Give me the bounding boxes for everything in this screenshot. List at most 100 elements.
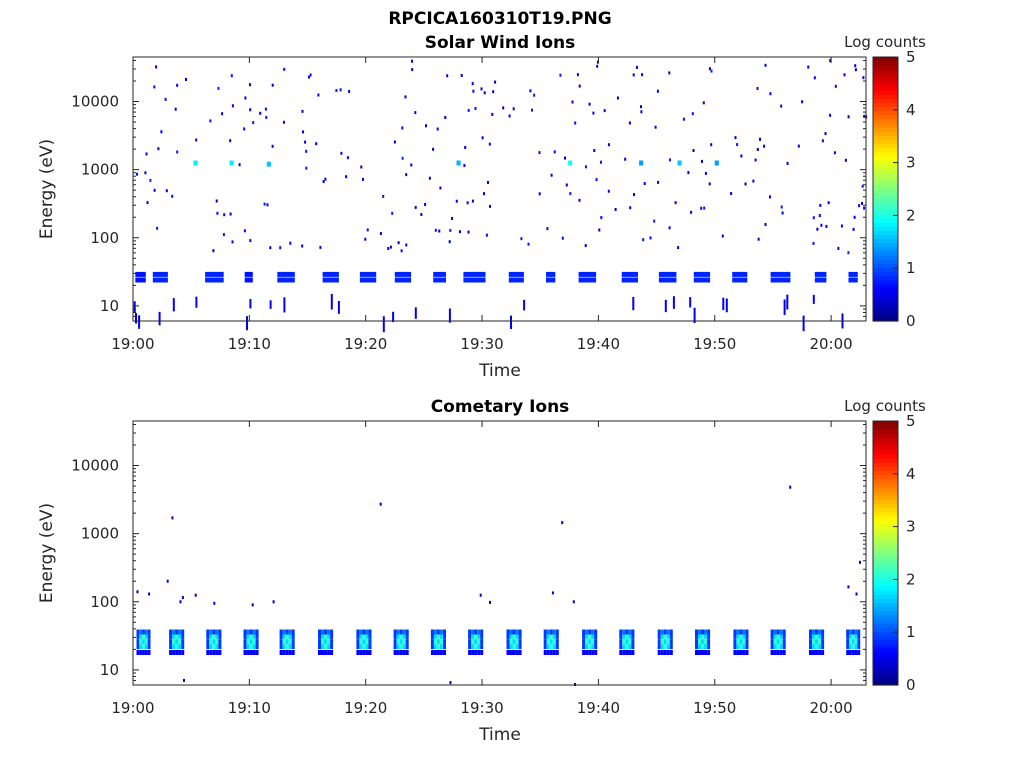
- colorbar-segment: [873, 635, 898, 641]
- spectrogram-band-cell: [152, 277, 168, 283]
- spectrogram-block-cell: [669, 650, 673, 655]
- colorbar-segment: [873, 288, 898, 293]
- colorbar-segment: [873, 246, 898, 252]
- spectrogram-block-cell: [591, 633, 595, 639]
- spectrogram-sparse-pixel: [302, 130, 304, 134]
- spectrogram-block-cell: [136, 629, 140, 635]
- y-tick-label: 1000: [81, 161, 119, 179]
- spectrogram-sparse-pixel: [546, 227, 549, 231]
- spectrogram-block-cell: [169, 629, 173, 635]
- spectrogram-sparse-pixel: [231, 240, 234, 244]
- spectrogram-block-cell: [733, 629, 737, 635]
- spectrogram-sparse-pixel: [847, 115, 850, 119]
- spectrogram-block-cell: [846, 644, 849, 650]
- spectrogram-sparse-pixel: [691, 112, 694, 116]
- spectrogram-block-cell: [809, 644, 812, 650]
- spectrogram-block-cell: [396, 644, 400, 650]
- spectrogram-block-cell: [402, 650, 406, 655]
- spectrogram-block-cell: [622, 639, 626, 645]
- colorbar-segment: [873, 676, 898, 682]
- spectrogram-sparse-pixel: [598, 228, 601, 232]
- spectrogram-sparse-pixel: [624, 157, 627, 161]
- spectrogram-sparse-pixel: [572, 600, 575, 604]
- spectrogram-band-cell: [814, 277, 827, 283]
- colorbar-segment: [873, 577, 898, 583]
- spectrogram-block-cell: [365, 639, 369, 645]
- spectrogram-block-cell: [318, 650, 321, 655]
- spectrogram-sparse-pixel: [818, 214, 821, 218]
- colorbar-tick-label: 2: [906, 570, 916, 588]
- spectrogram-block-cell: [666, 629, 670, 635]
- spectrogram-block-cell: [327, 639, 331, 645]
- spectrogram-block-cell: [288, 633, 292, 639]
- spectrogram-sparse-pixel: [816, 227, 819, 231]
- spectrogram-sparse-pixel: [315, 142, 318, 146]
- colorbar-segment: [873, 581, 898, 587]
- spectrogram-block-cell: [480, 644, 484, 650]
- spectrogram-sparse-pixel: [176, 83, 179, 87]
- spectrogram-sparse-pixel: [492, 90, 495, 94]
- colorbar-segment: [873, 85, 898, 91]
- spectrogram-block-cell: [698, 650, 701, 655]
- colorbar-segment: [873, 110, 898, 116]
- spectrogram-block-cell: [666, 650, 670, 655]
- spectrogram-block-cell: [209, 639, 213, 645]
- spectrogram-block-cell: [246, 644, 250, 650]
- spectrogram-block-cell: [215, 650, 219, 655]
- spectrogram-block-cell: [549, 633, 553, 639]
- spectrogram-block-cell: [622, 644, 626, 650]
- spectrogram-block-cell: [243, 644, 247, 650]
- colorbar-segment: [873, 458, 898, 463]
- spectrogram-sparse-pixel: [565, 183, 568, 187]
- spectrogram-block-cell: [809, 629, 812, 635]
- spectrogram-block-cell: [704, 650, 707, 655]
- spectrogram-low-energy-streak: [722, 297, 725, 311]
- spectrogram-block-cell: [169, 650, 173, 655]
- colorbar-segment: [873, 478, 898, 484]
- spectrogram-block-cell: [396, 650, 400, 655]
- spectrogram-sparse-pixel: [708, 67, 711, 71]
- spectrogram-sparse-pixel: [179, 600, 182, 604]
- spectrogram-block-cell: [782, 650, 786, 655]
- spectrogram-low-energy-streak: [448, 308, 451, 323]
- spectrogram-block-cell: [474, 639, 478, 645]
- spectrogram-block-cell: [356, 644, 360, 650]
- spectrogram-block-cell: [591, 629, 595, 635]
- spectrogram-sparse-pixel: [603, 109, 606, 113]
- spectrogram-block-cell: [402, 639, 406, 645]
- spectrogram-block-cell: [546, 650, 550, 655]
- spectrogram-block-cell: [330, 629, 334, 635]
- spectrogram-block-cell: [736, 629, 740, 635]
- spectrogram-sparse-pixel: [757, 237, 760, 241]
- spectrogram-low-energy-streak: [172, 298, 175, 312]
- spectrogram-block-cell: [782, 633, 786, 639]
- colorbar-segment: [873, 425, 898, 430]
- spectrogram-block-cell: [625, 639, 629, 645]
- spectrogram-block-cell: [628, 650, 632, 655]
- spectrogram-block-cell: [809, 639, 812, 645]
- spectrogram-band-cell: [508, 277, 524, 283]
- colorbar-segment: [873, 255, 898, 260]
- spectrogram-block-cell: [279, 644, 283, 650]
- colorbar-segment: [873, 536, 898, 542]
- spectrogram-block-cell: [745, 633, 749, 639]
- spectrogram-sparse-pixel: [829, 113, 832, 117]
- spectrogram-block-cell: [144, 629, 148, 635]
- spectrogram-block-cell: [209, 629, 213, 635]
- spectrogram-sparse-pixel: [812, 216, 815, 220]
- spectrogram-sparse-pixel: [756, 87, 759, 90]
- cometary-x-axis-label: Time: [478, 725, 521, 745]
- colorbar-segment: [873, 652, 898, 657]
- spectrogram-sparse-pixel: [157, 147, 160, 151]
- spectrogram-sparse-pixel: [550, 173, 553, 177]
- spectrogram-block-cell: [136, 644, 140, 650]
- spectrogram-block-cell: [549, 639, 553, 645]
- colorbar-tick-label: 0: [906, 676, 916, 694]
- spectrogram-block-cell: [742, 639, 746, 645]
- spectrogram-block-cell: [628, 644, 632, 650]
- spectrogram-block-cell: [243, 650, 247, 655]
- spectrogram-block-cell: [663, 633, 667, 639]
- spectrogram-block-cell: [249, 639, 253, 645]
- spectrogram-block-cell: [518, 639, 522, 645]
- spectrogram-block-cell: [739, 629, 743, 635]
